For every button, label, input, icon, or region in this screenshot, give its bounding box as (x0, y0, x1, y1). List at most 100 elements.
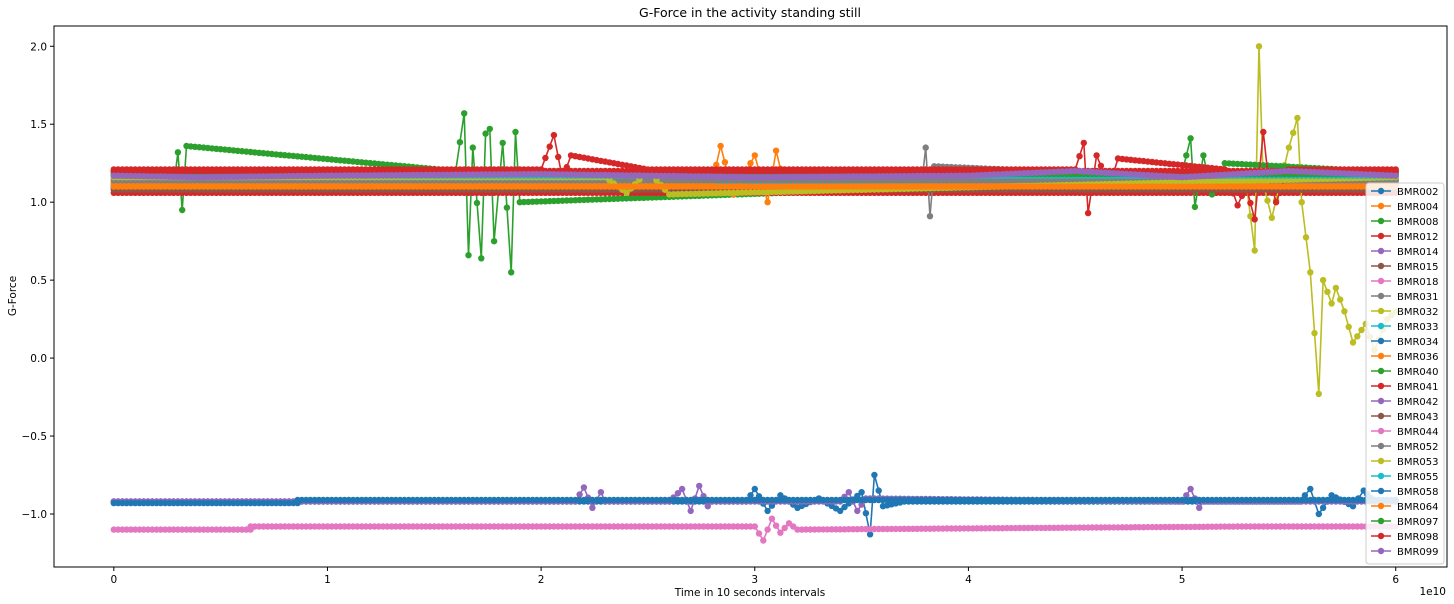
data-point (1285, 144, 1293, 151)
data-point (1080, 139, 1088, 147)
data-point (1187, 135, 1194, 142)
data-point (1302, 234, 1310, 241)
data-point (875, 487, 882, 494)
data-point (469, 144, 476, 151)
data-point (862, 510, 870, 517)
data-point (704, 503, 711, 510)
data-point (550, 131, 558, 139)
data-point (1337, 296, 1344, 303)
data-point (926, 213, 934, 220)
data-point (1294, 114, 1301, 122)
data-point (1187, 485, 1194, 493)
data-point (696, 482, 703, 490)
data-point (1238, 192, 1246, 200)
data-point (486, 125, 493, 133)
series-bmr044 (110, 515, 1399, 544)
data-point (871, 471, 878, 479)
data-point (687, 507, 694, 515)
data-point (1328, 300, 1335, 307)
chart-title: G-Force in the activity standing still (639, 5, 861, 20)
data-point (858, 501, 865, 508)
data-point (1341, 308, 1348, 315)
data-point (1251, 216, 1258, 223)
data-point (542, 154, 549, 162)
data-point (1183, 492, 1190, 499)
data-point (845, 489, 852, 496)
data-point (841, 503, 848, 511)
data-point (1196, 504, 1203, 511)
data-point (747, 492, 754, 499)
data-point (678, 485, 686, 493)
data-point (858, 489, 865, 496)
data-point (751, 152, 758, 159)
data-point (713, 161, 720, 168)
series-line (113, 46, 1397, 394)
data-point (456, 139, 464, 146)
data-point (512, 128, 519, 136)
data-point (1319, 276, 1327, 284)
data-point (772, 147, 780, 154)
data-point (478, 255, 485, 262)
data-point (1200, 152, 1207, 159)
data-point (1093, 152, 1100, 159)
data-point (1255, 43, 1263, 50)
data-point (580, 484, 588, 491)
data-point (499, 139, 506, 147)
data-point (1234, 202, 1241, 209)
data-point (174, 149, 182, 156)
data-point (597, 489, 605, 496)
data-point (1354, 333, 1361, 340)
data-point (922, 144, 929, 151)
data-point (1076, 153, 1083, 160)
data-point (1191, 203, 1199, 211)
data-point (1268, 214, 1276, 221)
data-point (465, 252, 472, 259)
data-point (1311, 329, 1318, 337)
data-point (1307, 485, 1314, 493)
data-point (1208, 191, 1216, 198)
data-point (461, 110, 468, 117)
data-point (1307, 269, 1314, 276)
data-point (1272, 199, 1280, 206)
data-point (1183, 152, 1190, 159)
data-point (674, 490, 682, 497)
data-point (490, 238, 498, 245)
data-point (1315, 390, 1323, 398)
data-point (747, 160, 754, 167)
data-point (589, 504, 596, 511)
data-point (764, 507, 771, 515)
data-point (1324, 288, 1331, 295)
data-point (1084, 209, 1092, 217)
data-point (1345, 323, 1352, 331)
data-point (555, 153, 562, 161)
data-point (1332, 284, 1340, 292)
data-point (1315, 510, 1323, 518)
data-point (1298, 199, 1305, 206)
data-point (508, 269, 515, 276)
data-point (751, 485, 758, 493)
data-point (1349, 503, 1357, 510)
series-bmr032 (110, 43, 1399, 398)
data-point (503, 204, 511, 211)
data-point (1290, 129, 1297, 136)
data-point (1097, 162, 1105, 169)
data-point (721, 159, 729, 166)
data-point (1247, 199, 1254, 207)
data-point (546, 143, 553, 150)
data-point (1260, 128, 1267, 136)
data-point (576, 491, 583, 498)
data-point (482, 130, 489, 137)
data-point (179, 206, 186, 214)
data-point (473, 199, 481, 207)
data-point (717, 142, 724, 150)
plot-area (53, 25, 1448, 568)
data-point (1251, 247, 1258, 254)
data-point (837, 507, 844, 515)
data-point (854, 507, 861, 515)
data-point (764, 199, 771, 206)
data-point (1358, 326, 1365, 334)
data-point (1349, 339, 1357, 346)
data-point (1264, 197, 1271, 204)
data-point (1319, 504, 1327, 511)
